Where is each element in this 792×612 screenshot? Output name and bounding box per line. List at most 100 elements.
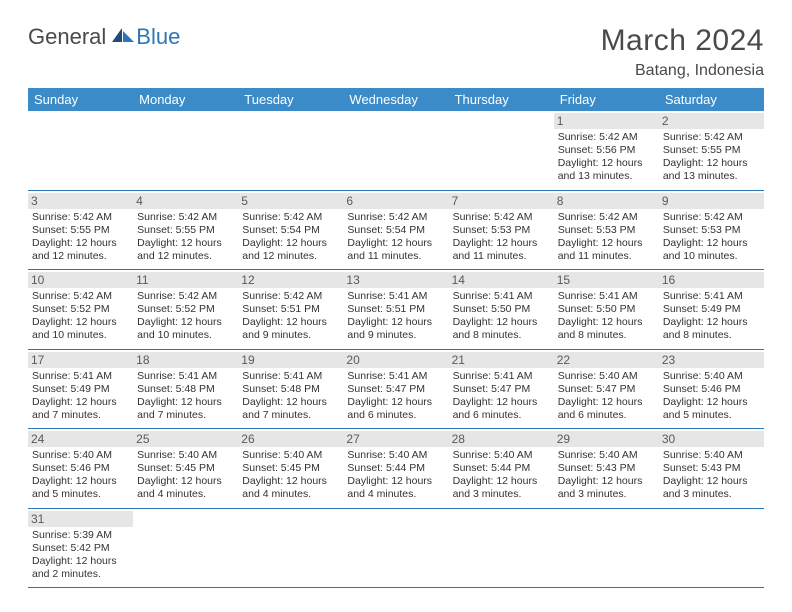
day-number: 5 (238, 193, 343, 209)
calendar-day-cell: 22 Sunrise: 5:40 AMSunset: 5:47 PMDayligh… (554, 349, 659, 429)
calendar-day-cell: 6 Sunrise: 5:42 AMSunset: 5:54 PMDaylight… (343, 190, 448, 270)
day-number: 10 (28, 272, 133, 288)
day-info: Sunrise: 5:42 AMSunset: 5:51 PMDaylight:… (242, 290, 339, 343)
day-info: Sunrise: 5:42 AMSunset: 5:54 PMDaylight:… (347, 211, 444, 264)
day-number: 31 (28, 511, 133, 527)
day-info: Sunrise: 5:40 AMSunset: 5:46 PMDaylight:… (663, 370, 760, 423)
calendar-day-cell: 15Sunrise: 5:41 AMSunset: 5:50 PMDayligh… (554, 270, 659, 350)
day-number: 17 (28, 352, 133, 368)
weekday-header-row: SundayMondayTuesdayWednesdayThursdayFrid… (28, 88, 764, 111)
day-number: 8 (554, 193, 659, 209)
calendar-day-cell: 1Sunrise: 5:42 AMSunset: 5:56 PMDaylight… (554, 111, 659, 190)
calendar-empty-cell (238, 508, 343, 588)
day-info: Sunrise: 5:41 AMSunset: 5:51 PMDaylight:… (347, 290, 444, 343)
day-info: Sunrise: 5:40 AMSunset: 5:43 PMDaylight:… (663, 449, 760, 502)
day-number: 13 (343, 272, 448, 288)
day-number: 29 (554, 431, 659, 447)
day-info: Sunrise: 5:42 AMSunset: 5:55 PMDaylight:… (663, 131, 760, 184)
day-info: Sunrise: 5:41 AMSunset: 5:49 PMDaylight:… (663, 290, 760, 343)
day-info: Sunrise: 5:40 AMSunset: 5:47 PMDaylight:… (558, 370, 655, 423)
calendar-empty-cell (133, 508, 238, 588)
day-number: 24 (28, 431, 133, 447)
calendar-empty-cell (449, 508, 554, 588)
day-number: 27 (343, 431, 448, 447)
day-number: 4 (133, 193, 238, 209)
day-number: 21 (449, 352, 554, 368)
day-info: Sunrise: 5:42 AMSunset: 5:56 PMDaylight:… (558, 131, 655, 184)
calendar-empty-cell (343, 111, 448, 190)
calendar-day-cell: 27 Sunrise: 5:40 AMSunset: 5:44 PMDayligh… (343, 429, 448, 509)
day-info: Sunrise: 5:41 AMSunset: 5:48 PMDaylight:… (242, 370, 339, 423)
day-info: Sunrise: 5:40 AMSunset: 5:45 PMDaylight:… (242, 449, 339, 502)
calendar-day-cell: 20Sunrise: 5:41 AMSunset: 5:47 PMDayligh… (343, 349, 448, 429)
calendar-day-cell: 9 Sunrise: 5:42 AMSunset: 5:53 PMDaylight… (659, 190, 764, 270)
weekday-header: Wednesday (343, 88, 448, 111)
location: Batang, Indonesia (601, 62, 764, 80)
day-info: Sunrise: 5:42 AMSunset: 5:52 PMDaylight:… (32, 290, 129, 343)
calendar-day-cell: 30 Sunrise: 5:40 AMSunset: 5:43 PMDayligh… (659, 429, 764, 509)
weekday-header: Sunday (28, 88, 133, 111)
weekday-header: Thursday (449, 88, 554, 111)
day-info: Sunrise: 5:40 AMSunset: 5:46 PMDaylight:… (32, 449, 129, 502)
day-number: 11 (133, 272, 238, 288)
calendar-day-cell: 31 Sunrise: 5:39 AMSunset: 5:42 PMDayligh… (28, 508, 133, 588)
calendar-day-cell: 19 Sunrise: 5:41 AMSunset: 5:48 PMDayligh… (238, 349, 343, 429)
day-info: Sunrise: 5:40 AMSunset: 5:44 PMDaylight:… (347, 449, 444, 502)
calendar-day-cell: 23Sunrise: 5:40 AMSunset: 5:46 PMDayligh… (659, 349, 764, 429)
logo: General Blue (28, 24, 180, 50)
logo-text-blue: Blue (136, 24, 180, 50)
day-info: Sunrise: 5:42 AMSunset: 5:53 PMDaylight:… (663, 211, 760, 264)
calendar-day-cell: 14 Sunrise: 5:41 AMSunset: 5:50 PMDayligh… (449, 270, 554, 350)
day-info: Sunrise: 5:42 AMSunset: 5:55 PMDaylight:… (137, 211, 234, 264)
day-info: Sunrise: 5:39 AMSunset: 5:42 PMDaylight:… (32, 529, 129, 582)
calendar-day-cell: 16Sunrise: 5:41 AMSunset: 5:49 PMDayligh… (659, 270, 764, 350)
day-number: 15 (554, 272, 659, 288)
logo-text-general: General (28, 24, 106, 50)
calendar-day-cell: 7Sunrise: 5:42 AMSunset: 5:53 PMDaylight… (449, 190, 554, 270)
day-number: 6 (343, 193, 448, 209)
calendar-day-cell: 29 Sunrise: 5:40 AMSunset: 5:43 PMDayligh… (554, 429, 659, 509)
calendar-empty-cell (28, 111, 133, 190)
day-number: 9 (659, 193, 764, 209)
day-number: 19 (238, 352, 343, 368)
calendar-day-cell: 24 Sunrise: 5:40 AMSunset: 5:46 PMDayligh… (28, 429, 133, 509)
calendar-day-cell: 18Sunrise: 5:41 AMSunset: 5:48 PMDayligh… (133, 349, 238, 429)
calendar-day-cell: 17Sunrise: 5:41 AMSunset: 5:49 PMDayligh… (28, 349, 133, 429)
day-info: Sunrise: 5:42 AMSunset: 5:52 PMDaylight:… (137, 290, 234, 343)
header-right: March 2024 Batang, Indonesia (601, 24, 764, 80)
calendar-empty-cell (449, 111, 554, 190)
calendar-table: SundayMondayTuesdayWednesdayThursdayFrid… (28, 88, 764, 588)
calendar-row: 24 Sunrise: 5:40 AMSunset: 5:46 PMDayligh… (28, 429, 764, 509)
day-number: 2 (659, 113, 764, 129)
weekday-header: Saturday (659, 88, 764, 111)
calendar-empty-cell (343, 508, 448, 588)
day-number: 22 (554, 352, 659, 368)
calendar-day-cell: 13 Sunrise: 5:41 AMSunset: 5:51 PMDayligh… (343, 270, 448, 350)
calendar-day-cell: 5Sunrise: 5:42 AMSunset: 5:54 PMDaylight… (238, 190, 343, 270)
calendar-row: 10Sunrise: 5:42 AMSunset: 5:52 PMDayligh… (28, 270, 764, 350)
calendar-row: 31 Sunrise: 5:39 AMSunset: 5:42 PMDayligh… (28, 508, 764, 588)
day-info: Sunrise: 5:42 AMSunset: 5:55 PMDaylight:… (32, 211, 129, 264)
day-number: 30 (659, 431, 764, 447)
calendar-row: 3Sunrise: 5:42 AMSunset: 5:55 PMDaylight… (28, 190, 764, 270)
day-info: Sunrise: 5:41 AMSunset: 5:50 PMDaylight:… (453, 290, 550, 343)
calendar-empty-cell (133, 111, 238, 190)
calendar-day-cell: 8 Sunrise: 5:42 AMSunset: 5:53 PMDaylight… (554, 190, 659, 270)
day-number: 18 (133, 352, 238, 368)
calendar-empty-cell (659, 508, 764, 588)
day-info: Sunrise: 5:42 AMSunset: 5:53 PMDaylight:… (558, 211, 655, 264)
calendar-empty-cell (554, 508, 659, 588)
header-bar: General Blue March 2024 Batang, Indonesi… (28, 24, 764, 80)
calendar-day-cell: 21 Sunrise: 5:41 AMSunset: 5:47 PMDayligh… (449, 349, 554, 429)
day-number: 12 (238, 272, 343, 288)
day-info: Sunrise: 5:41 AMSunset: 5:47 PMDaylight:… (453, 370, 550, 423)
day-number: 3 (28, 193, 133, 209)
calendar-day-cell: 25Sunrise: 5:40 AMSunset: 5:45 PMDayligh… (133, 429, 238, 509)
day-number: 14 (449, 272, 554, 288)
day-number: 7 (449, 193, 554, 209)
calendar-day-cell: 2 Sunrise: 5:42 AMSunset: 5:55 PMDaylight… (659, 111, 764, 190)
calendar-day-cell: 12 Sunrise: 5:42 AMSunset: 5:51 PMDayligh… (238, 270, 343, 350)
calendar-day-cell: 3 Sunrise: 5:42 AMSunset: 5:55 PMDaylight… (28, 190, 133, 270)
day-info: Sunrise: 5:40 AMSunset: 5:43 PMDaylight:… (558, 449, 655, 502)
calendar-row: 17Sunrise: 5:41 AMSunset: 5:49 PMDayligh… (28, 349, 764, 429)
